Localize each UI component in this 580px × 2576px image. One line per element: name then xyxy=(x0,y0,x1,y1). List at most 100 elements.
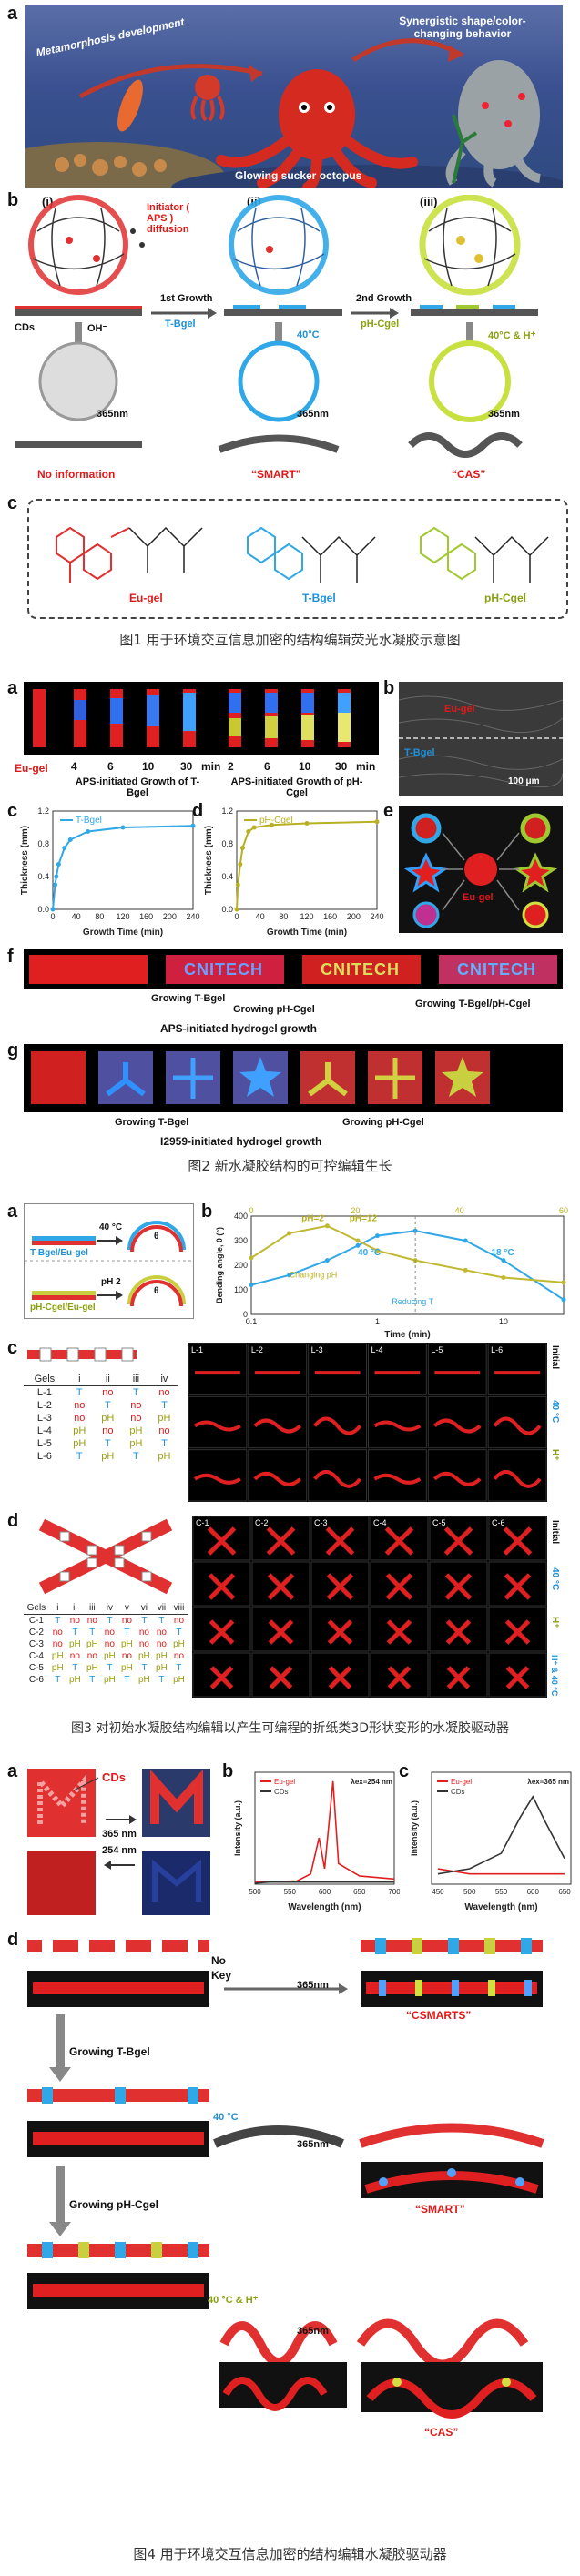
side-40-label: 40 °C xyxy=(550,1400,560,1424)
small-octopus-icon xyxy=(190,75,225,122)
table-cell: no xyxy=(173,1616,185,1626)
cross-shape xyxy=(209,1666,234,1689)
data-point xyxy=(501,1258,506,1263)
photo-cell xyxy=(488,1516,547,1561)
strip-group-t xyxy=(74,689,196,747)
cnitech-t-text: CNITECH xyxy=(184,960,263,979)
table-cell: no xyxy=(158,1425,170,1436)
cross-shape xyxy=(269,1666,293,1689)
data-point xyxy=(56,862,61,867)
panel-label: d xyxy=(7,1511,19,1531)
photo-cell xyxy=(429,1607,488,1652)
column-label: L-2 xyxy=(251,1345,263,1354)
table-cell: pH xyxy=(86,1639,98,1649)
temp-acid-label: 40 °C & H⁺ xyxy=(208,2295,259,2306)
panel-label: a xyxy=(7,1202,18,1222)
table-cell: T xyxy=(176,1663,182,1673)
column-label: C-2 xyxy=(255,1518,269,1527)
uv254-label: 254 nm xyxy=(102,1845,137,1856)
table-cell: L-3 xyxy=(36,1413,52,1424)
strip-shape xyxy=(253,1471,302,1486)
strip-shape xyxy=(373,1420,422,1432)
figure-1: a xyxy=(5,4,575,492)
photo-cell xyxy=(248,1343,308,1395)
table-cell: T xyxy=(124,1675,130,1685)
m-demo: CDs 365 nm 254 nm xyxy=(24,1765,215,1920)
x-tick-label: 450 xyxy=(432,1888,444,1896)
x2-tick-label: 20 xyxy=(351,1206,360,1215)
time-tick: 6 xyxy=(264,760,270,773)
synergistic-label: Synergistic shape/color-changing behavio… xyxy=(399,15,526,40)
side-h-label: H⁺ xyxy=(550,1617,560,1628)
growing-p-label: Growing pH-Cgel xyxy=(233,1004,315,1015)
plot-frame xyxy=(52,810,194,910)
legend-label: CDs xyxy=(451,1788,465,1796)
x-tick-label: 1 xyxy=(375,1317,380,1326)
table-cell: no xyxy=(86,1651,97,1661)
table-cell: C-4 xyxy=(28,1651,44,1661)
photo-cell xyxy=(192,1516,251,1561)
star-photo xyxy=(24,1044,563,1112)
series-line xyxy=(250,1230,565,1301)
table-cell: C-2 xyxy=(28,1628,44,1638)
x-axis-label: Wavelength (nm) xyxy=(288,1902,361,1912)
x-axis-label: Wavelength (nm) xyxy=(464,1902,537,1912)
x-axis-label: Growth Time (min) xyxy=(267,928,347,938)
table-cell: T xyxy=(133,1451,139,1462)
sem-eu-label: Eu-gel xyxy=(444,704,475,715)
x-axis-label: Time (min) xyxy=(384,1330,430,1340)
shape-photo: Eu-gel xyxy=(399,806,563,933)
data-point xyxy=(304,821,310,826)
panel-label: d xyxy=(192,801,204,821)
cross-shape xyxy=(208,1573,236,1600)
panel-label: b xyxy=(201,1202,213,1222)
caption-2: 图2 新水凝胶结构的可控编辑生长 xyxy=(188,1158,392,1174)
photo-cell xyxy=(429,1561,488,1607)
x-tick-label: 600 xyxy=(527,1888,540,1896)
cnitech-tp-text: CNITECH xyxy=(457,960,536,979)
y-axis-label: Intensity (a.u.) xyxy=(233,1800,242,1856)
data-point xyxy=(561,1280,566,1285)
smart-label: “SMART” xyxy=(415,2203,465,2216)
plot-frame xyxy=(431,1771,572,1885)
strip-shape xyxy=(373,1473,422,1485)
table-cell: no xyxy=(102,1425,114,1436)
table-header-cell: Gels xyxy=(24,1602,49,1615)
x-tick-label: 650 xyxy=(353,1888,366,1896)
photo-cell xyxy=(308,1395,368,1449)
side-initial-label: Initial xyxy=(550,1520,560,1545)
network-sphere xyxy=(229,195,329,295)
photo-cell xyxy=(487,1395,547,1449)
strip-shape xyxy=(432,1418,482,1434)
annotation-label: pH=12 xyxy=(350,1213,378,1223)
cas-label: “CAS” xyxy=(452,468,486,481)
photo-cell xyxy=(188,1343,248,1395)
data-point xyxy=(270,822,274,827)
eu-gel-label: Eu-gel xyxy=(129,592,163,604)
table-cell: pH xyxy=(158,1451,171,1462)
cross-shape xyxy=(385,1573,413,1600)
cross-shape xyxy=(209,1619,235,1645)
table-header-cell: ii xyxy=(66,1602,84,1615)
big-octopus-icon xyxy=(216,69,418,188)
table-cell: pH xyxy=(51,1663,64,1673)
time-tick: 10 xyxy=(299,760,311,773)
table-cell: no xyxy=(102,1387,114,1398)
table-cell: L-1 xyxy=(36,1387,52,1398)
csmarts-label: “CSMARTS” xyxy=(406,2009,472,2022)
table-header-cell: Gels xyxy=(24,1373,66,1386)
photo-cell xyxy=(310,1516,370,1561)
table-cell: pH xyxy=(158,1413,171,1424)
aps-growth-label: APS-initiated hydrogel growth xyxy=(160,1022,318,1035)
table-cell: T xyxy=(141,1616,148,1626)
table-cell: T xyxy=(72,1663,78,1673)
data-point xyxy=(67,837,73,842)
table-row: C-3 no pH pH no pH no no pH xyxy=(24,1638,188,1650)
table-cell: T xyxy=(176,1628,182,1638)
table-cell: no xyxy=(86,1616,97,1626)
series-line xyxy=(437,1795,565,1875)
table-cell: T xyxy=(107,1616,113,1626)
min-unit: min xyxy=(201,760,221,773)
cross-shape xyxy=(384,1526,414,1556)
table-cell: pH xyxy=(103,1651,116,1661)
